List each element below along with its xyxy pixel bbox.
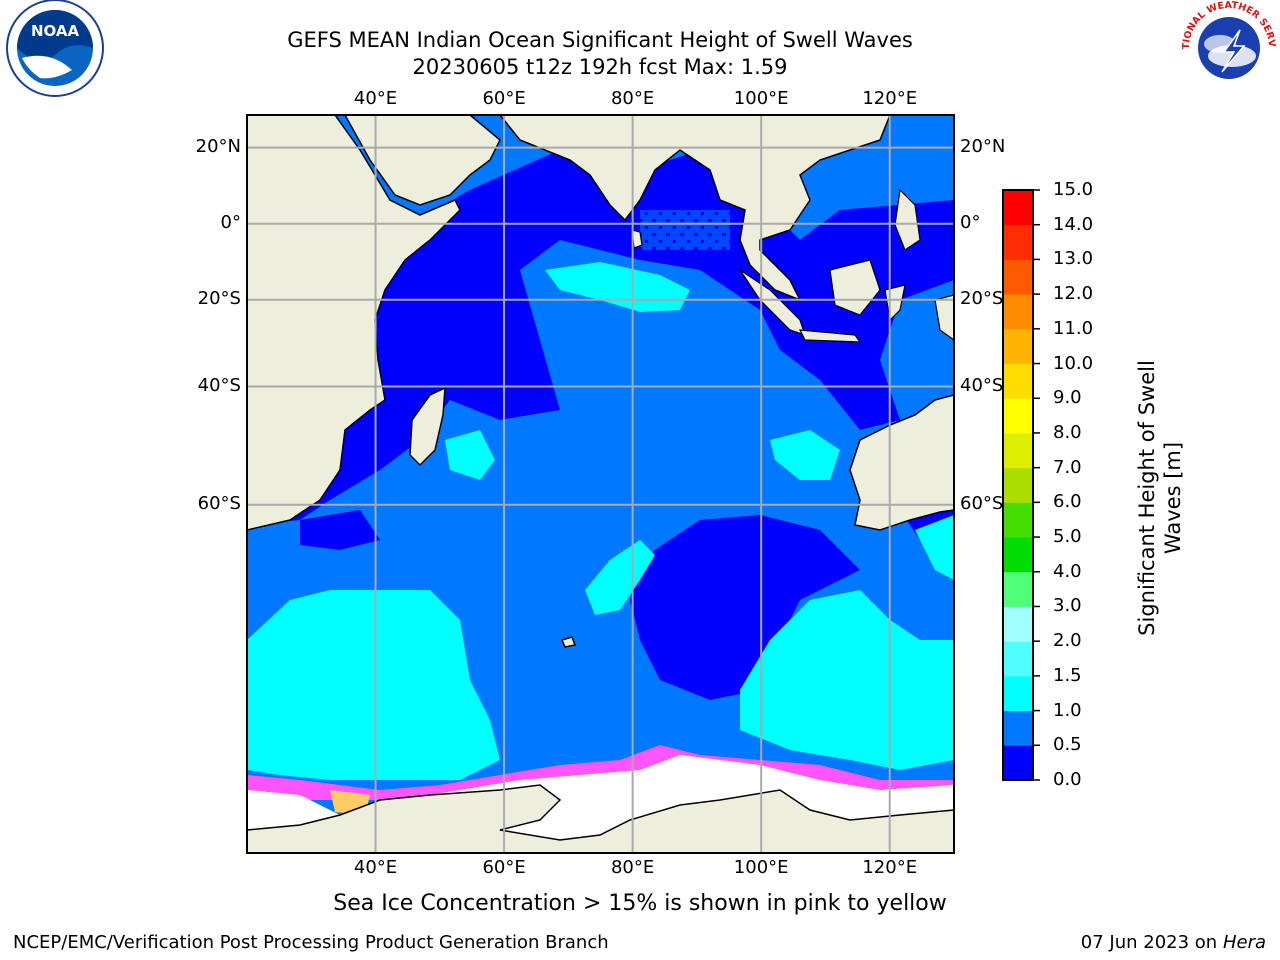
latitude-tick-label: 0° xyxy=(220,211,241,233)
longitude-tick-label: 100°E xyxy=(733,88,789,109)
colorbar-swatch xyxy=(1003,190,1033,226)
colorbar-tick-label: 9.0 xyxy=(1053,387,1082,409)
colorbar-frame xyxy=(1002,189,1034,781)
colorbar-axis-label-line2: Waves [m] xyxy=(1161,441,1185,555)
latitude-tick-label: 20°N xyxy=(960,135,1006,157)
colorbar-swatch xyxy=(1003,537,1033,573)
colorbar-tick-label: 7.0 xyxy=(1053,456,1082,478)
asia-land xyxy=(499,115,891,302)
new-guinea-land xyxy=(934,294,954,341)
colorbar-tick-label: 1.5 xyxy=(1053,664,1082,686)
latitude-tick-label: 40°S xyxy=(197,374,241,396)
longitude-tick-label: 120°E xyxy=(862,857,918,878)
noaa-logo-text: NOAA xyxy=(31,22,80,40)
africa-land xyxy=(247,115,461,531)
latitude-tick-label: 20°S xyxy=(197,287,241,309)
map-subtitle-forecast: 20230605 t12z 192h fcst Max: 1.59 xyxy=(412,55,788,79)
footer-host: Hera xyxy=(1222,932,1266,953)
colorbar-tick-label: 15.0 xyxy=(1053,179,1094,200)
gridlines xyxy=(247,115,954,853)
colorbar-swatch xyxy=(1003,710,1033,746)
footer-branch: NCEP/EMC/Verification Post Processing Pr… xyxy=(13,932,609,953)
latitude-tick-label: 20°N xyxy=(195,135,241,157)
high-swell-region-mid xyxy=(585,540,655,615)
high-swell-region-australia-southwest xyxy=(915,515,954,580)
longitude-tick-label: 40°E xyxy=(353,857,398,878)
colorbar-axis-label-line1: Significant Height of Swell xyxy=(1135,360,1159,636)
latitude-tick-label: 60°S xyxy=(197,492,241,514)
longitude-tick-label: 60°E xyxy=(482,88,526,109)
colorbar-tick-label: 10.0 xyxy=(1053,352,1094,374)
high-swell-region-southwest xyxy=(247,590,500,780)
colorbar-swatch xyxy=(1003,745,1033,781)
colorbar-swatch xyxy=(1003,571,1033,607)
latitude-tick-label: 20°S xyxy=(960,287,1004,309)
colorbar-tick-label: 4.0 xyxy=(1053,560,1082,582)
high-swell-region-west-australia xyxy=(770,430,840,480)
arabian-peninsula-land xyxy=(344,115,501,206)
footer-date: 07 Jun 2023 on xyxy=(1080,932,1218,953)
latitude-tick-label: 0° xyxy=(960,211,981,233)
low-swell-region-central-south xyxy=(630,515,860,700)
high-swell-region-southeast xyxy=(740,590,954,770)
longitude-tick-label: 40°E xyxy=(353,88,398,109)
colorbar-tick-label: 0.0 xyxy=(1053,769,1082,790)
colorbar-tick-label: 1.0 xyxy=(1053,699,1082,721)
colorbar-swatch xyxy=(1003,606,1033,642)
high-swell-region-madagascar-south xyxy=(445,430,495,480)
colorbar-swatch xyxy=(1003,467,1033,503)
philippines-land xyxy=(894,188,921,251)
longitude-tick-label: 100°E xyxy=(733,857,789,878)
longitude-tick-label: 60°E xyxy=(482,857,526,878)
low-swell-region-south-africa xyxy=(300,510,380,550)
map-frame xyxy=(246,114,955,854)
antarctica-land xyxy=(247,784,954,853)
colorbar-swatch xyxy=(1003,363,1033,399)
map-title: GEFS MEAN Indian Ocean Significant Heigh… xyxy=(287,28,913,52)
colorbar-tick-label: 5.0 xyxy=(1053,526,1082,548)
longitude-tick-label: 80°E xyxy=(610,88,655,109)
colorbar-swatch xyxy=(1003,259,1033,295)
colorbar-swatch xyxy=(1003,432,1033,469)
longitude-tick-label: 80°E xyxy=(610,857,655,878)
latitude-tick-label: 60°S xyxy=(960,492,1004,514)
colorbar-tick-label: 12.0 xyxy=(1053,283,1094,305)
colorbar-swatch xyxy=(1003,224,1033,260)
colorbar-tick-label: 14.0 xyxy=(1053,213,1094,235)
footer-date-host: 07 Jun 2023 on Hera xyxy=(1081,932,1266,953)
colorbar-tick-label: 6.0 xyxy=(1053,491,1082,513)
madagascar-land xyxy=(409,386,446,467)
sea-ice-note: Sea Ice Concentration > 15% is shown in … xyxy=(333,891,947,916)
colorbar-swatch xyxy=(1003,641,1033,677)
colorbar-tick-label: 8.0 xyxy=(1053,421,1082,443)
colorbar-swatch xyxy=(1003,398,1033,434)
colorbar-swatch xyxy=(1003,675,1033,712)
longitude-tick-label: 120°E xyxy=(862,88,918,109)
colorbar-tick-label: 0.5 xyxy=(1053,734,1082,756)
colorbar-swatch xyxy=(1003,502,1033,538)
australia-land xyxy=(849,394,954,531)
noaa-logo: NOAA xyxy=(6,0,104,97)
colorbar-swatches xyxy=(1003,189,1040,781)
colorbar-tick-label: 3.0 xyxy=(1053,595,1082,617)
colorbar-tick-label: 13.0 xyxy=(1053,248,1094,270)
latitude-tick-label: 40°S xyxy=(960,374,1004,396)
colorbar-axis-label: Significant Height of Swell Waves [m] xyxy=(1134,318,1186,678)
colorbar-swatch xyxy=(1003,328,1033,365)
colorbar-tick-label: 2.0 xyxy=(1053,630,1082,652)
kerguelen-island xyxy=(560,636,577,648)
java-land xyxy=(798,329,862,343)
colorbar-tick-label: 11.0 xyxy=(1053,317,1094,339)
colorbar-swatch xyxy=(1003,294,1033,330)
